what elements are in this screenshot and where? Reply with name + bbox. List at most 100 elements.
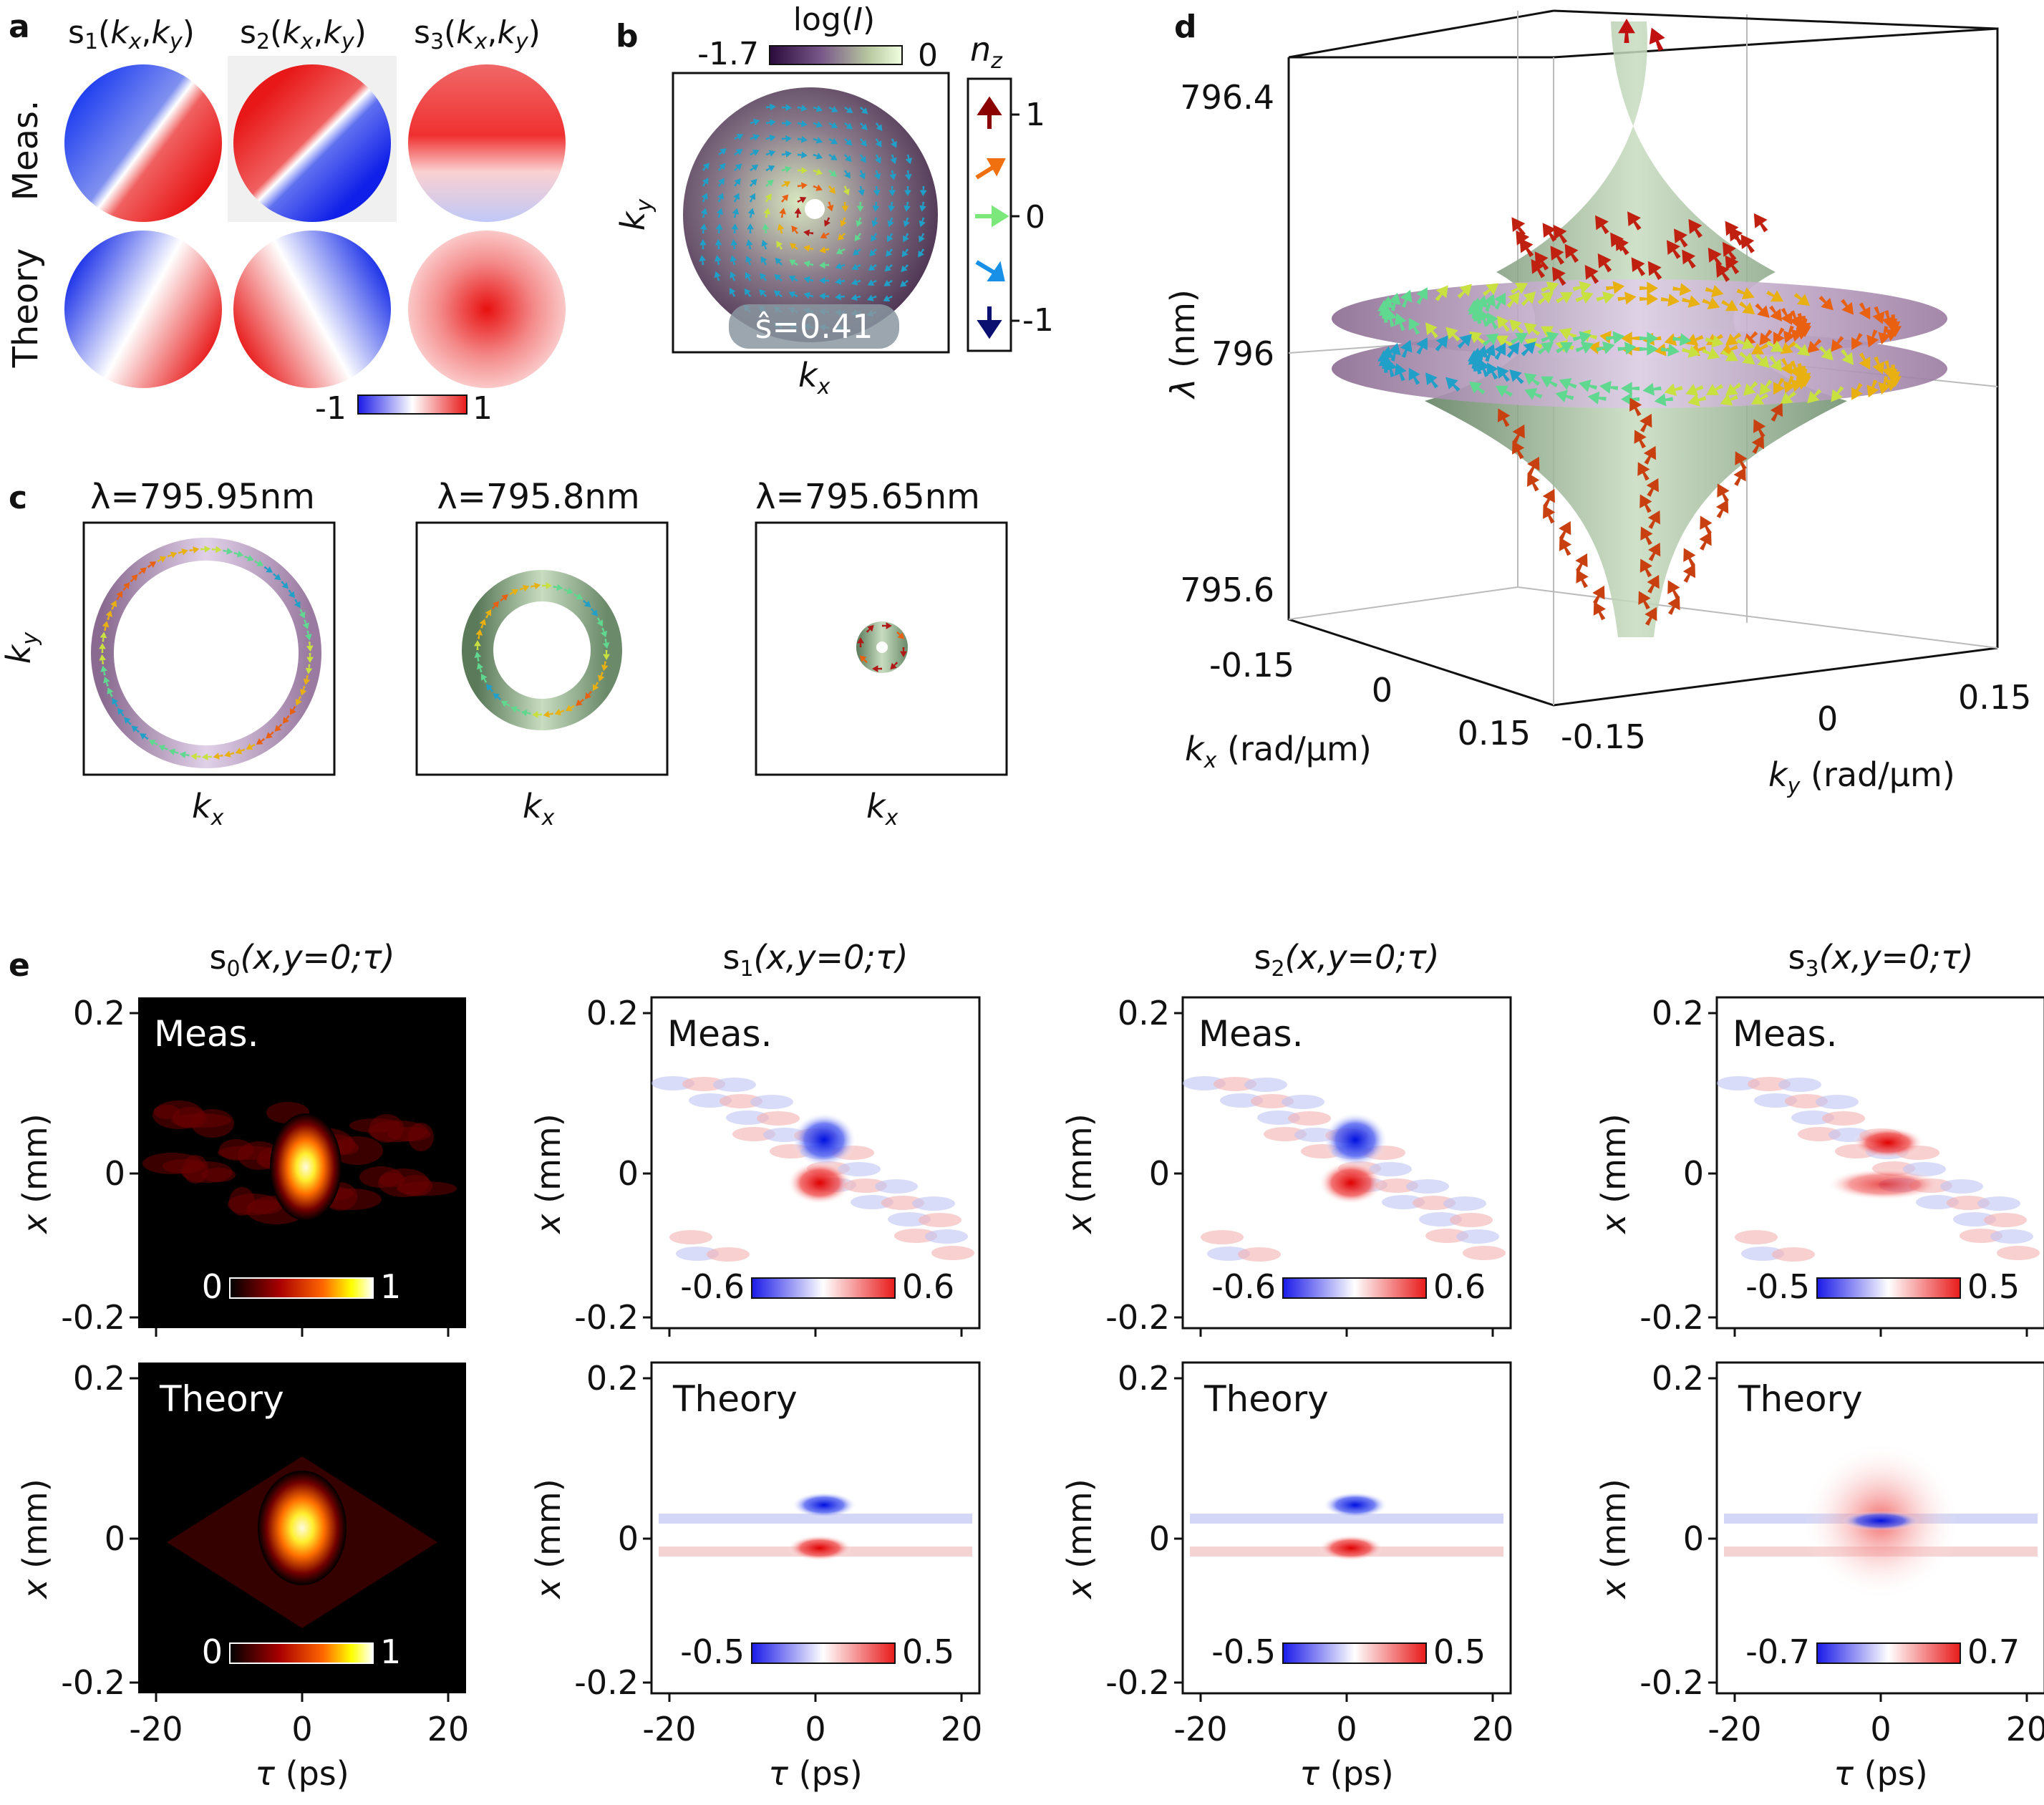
map-colorbar — [1282, 1277, 1427, 1299]
vector-arrow — [1793, 343, 1810, 357]
x-axis-label: τ (ps) — [255, 1754, 349, 1793]
disc-s2-meas — [233, 64, 391, 222]
vector-arrow — [843, 153, 852, 163]
vector-arrow — [813, 137, 823, 144]
vector-arrow — [1483, 283, 1499, 296]
vector-arrow — [1667, 596, 1680, 615]
vector-arrow — [813, 105, 823, 112]
panel-c-arrow-fields — [99, 546, 907, 760]
vector-arrow — [254, 560, 264, 566]
vector-arrow — [900, 279, 909, 287]
vector-arrow — [901, 248, 909, 258]
vector-arrow — [1377, 300, 1391, 319]
vector-arrow — [765, 119, 776, 127]
map-theory-s1: Theory -0.5 0.5 0.2 0 -0.2 x (mm) -20 0 20 τ (ps) — [529, 1359, 982, 1793]
vector-arrow — [813, 153, 823, 160]
vector-arrow — [1559, 521, 1571, 540]
vector-arrow — [1496, 366, 1510, 382]
vector-arrow — [1851, 382, 1863, 400]
vector-arrow — [828, 106, 838, 112]
svg-text:s1(kx,ky): s1(kx,ky) — [68, 14, 195, 54]
vector-arrow — [730, 239, 738, 250]
vector-arrow — [1759, 379, 1773, 396]
vector-arrow — [859, 655, 868, 664]
vector-arrow — [1408, 367, 1420, 385]
panel-b: b log(I) -1.7 0 ŝ=0.41 ky kx nz 1 0 -1 — [614, 1, 1054, 400]
vector-arrow — [179, 751, 190, 759]
vector-arrow — [598, 672, 605, 682]
vector-arrow — [699, 255, 707, 266]
vector-arrow — [797, 167, 808, 174]
vector-arrow — [1521, 342, 1536, 357]
panel-letter-c: c — [9, 480, 27, 516]
vector-arrow — [542, 582, 552, 589]
vector-arrow — [1597, 253, 1612, 273]
vector-arrow — [1617, 291, 1637, 305]
vector-arrow — [813, 168, 823, 175]
vector-arrow — [1388, 292, 1401, 311]
vector-arrow — [702, 178, 709, 187]
vector-arrow — [1872, 306, 1885, 324]
vector-arrow — [781, 150, 792, 158]
vector-arrow — [1667, 580, 1680, 599]
vector-arrow — [1511, 333, 1529, 344]
red-lobe — [788, 1161, 852, 1204]
vector-arrow — [1587, 391, 1607, 405]
vector-arrow — [1643, 445, 1657, 465]
x-axis-label: τ (ps) — [1299, 1754, 1393, 1793]
vector-arrow — [919, 201, 926, 212]
vector-arrow — [788, 291, 798, 298]
y-axis-label: x (mm) — [1060, 1479, 1099, 1600]
y-tick-label: -0.2 — [61, 1298, 125, 1337]
x-tick-label: -20 — [1708, 1710, 1761, 1748]
vector-arrow — [797, 151, 808, 159]
vector-arrow — [745, 239, 753, 250]
vector-arrow — [531, 582, 541, 590]
vector-arrow — [99, 643, 106, 653]
map-meas-s1: Meas. -0.6 0.6 0.2 0 -0.2 x (mm) — [529, 994, 981, 1337]
vector-arrow — [1660, 294, 1680, 307]
vector-arrow — [1594, 215, 1609, 235]
vector-arrow — [1831, 336, 1844, 352]
blue-lobe — [1323, 1113, 1387, 1167]
arrow-up-icon — [977, 96, 1002, 129]
vector-arrow — [233, 551, 244, 558]
vector-arrow — [781, 135, 792, 142]
vector-arrow — [1647, 574, 1660, 594]
vector-arrow — [1527, 473, 1540, 492]
vector-arrow — [765, 150, 776, 157]
vector-arrow — [860, 106, 868, 115]
vector-arrow — [1721, 299, 1739, 311]
disc-s3-meas — [408, 64, 566, 222]
vector-arrow — [1509, 369, 1524, 384]
skyrmion-number-badge — [729, 304, 899, 349]
vector-arrow — [1682, 563, 1696, 583]
vector-arrow — [761, 239, 768, 250]
ky-tick-neg: -0.15 — [1561, 717, 1646, 756]
vector-arrow — [554, 708, 565, 716]
vector-arrow — [844, 137, 853, 146]
vector-arrow — [117, 707, 125, 717]
vector-arrow — [779, 208, 786, 218]
y-tick-label: 0.2 — [1118, 994, 1170, 1032]
vector-arrow — [1559, 378, 1577, 390]
intensity-peak — [270, 1113, 342, 1221]
panel-a-col-title-2: s2(kx,ky) — [240, 14, 367, 54]
blue-lobe — [792, 1492, 856, 1518]
vector-arrow — [1783, 325, 1796, 344]
map-colorbar — [1816, 1277, 1961, 1299]
vector-arrow — [781, 120, 792, 127]
vector-arrow — [1639, 292, 1658, 306]
vector-arrow — [749, 178, 757, 187]
y-axis-label: x (mm) — [16, 1113, 54, 1234]
vector-arrow — [776, 241, 783, 250]
vector-arrow — [1506, 342, 1520, 358]
vector-arrow — [107, 687, 114, 697]
vector-arrow — [486, 684, 494, 692]
vector-arrow — [520, 709, 531, 717]
vector-arrow — [745, 256, 752, 266]
vector-arrow — [1543, 505, 1556, 524]
vector-arrow — [791, 225, 799, 234]
vector-arrow — [919, 185, 927, 196]
vector-arrow — [479, 619, 486, 629]
